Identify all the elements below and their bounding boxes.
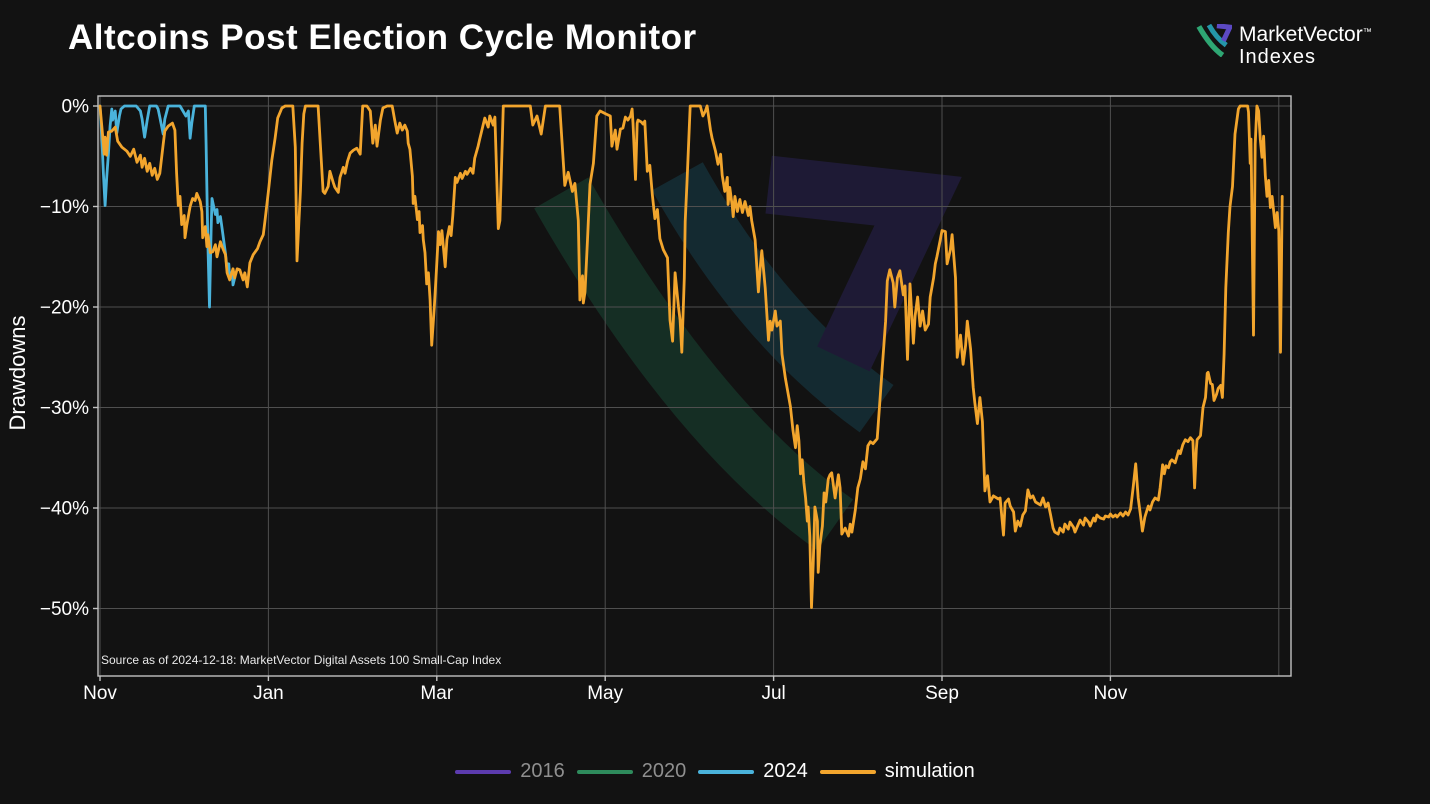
brand-sub: Indexes (1239, 45, 1317, 68)
plot-border (97, 95, 1292, 677)
y-tick-label: −30% (40, 398, 89, 419)
x-tick-label: Nov (83, 683, 117, 704)
y-tick-label: −40% (40, 499, 89, 520)
legend-item-2016: 2016 (455, 760, 565, 783)
x-tick-label: Jan (253, 683, 284, 704)
x-tick-label: Mar (420, 683, 453, 704)
legend-label-2020: 2020 (641, 760, 687, 782)
legend-label-2024: 2024 (763, 760, 808, 782)
x-tick-label: Nov (1094, 683, 1128, 704)
legend-item-2024: 2024 (698, 760, 808, 783)
brand-logo: MarketVector™ Indexes (1196, 23, 1372, 68)
legend-swatch-simulation (819, 769, 876, 774)
y-tick-label: −10% (40, 197, 89, 218)
marketvector-logo-icon (1196, 23, 1234, 62)
legend-item-simulation: simulation (819, 760, 975, 783)
legend-label-2016: 2016 (520, 760, 565, 782)
y-tick-label: −50% (40, 599, 89, 620)
legend: 2016 2020 2024 simulation (0, 760, 1430, 783)
x-tick-label: Sep (925, 683, 959, 704)
watermark-logo (534, 155, 962, 551)
series-2024-line (98, 104, 237, 309)
series-simulation-line (98, 104, 1284, 609)
x-tick-label: Jul (761, 683, 785, 704)
brand-trademark: ™ (1362, 26, 1372, 37)
brand-name: MarketVector (1239, 23, 1363, 46)
legend-swatch-2016 (455, 769, 512, 774)
legend-item-2020: 2020 (576, 760, 687, 783)
legend-swatch-2020 (576, 769, 633, 774)
page-title: Altcoins Post Election Cycle Monitor (68, 18, 697, 57)
x-tick-label: May (587, 683, 623, 704)
y-tick-label: −20% (40, 298, 89, 319)
brand-text: MarketVector™ Indexes (1239, 23, 1372, 68)
legend-label-simulation: simulation (884, 760, 975, 782)
y-tick-label: 0% (62, 97, 90, 118)
legend-swatch-2024 (698, 769, 755, 774)
source-note: Source as of 2024-12-18: MarketVector Di… (101, 653, 502, 667)
